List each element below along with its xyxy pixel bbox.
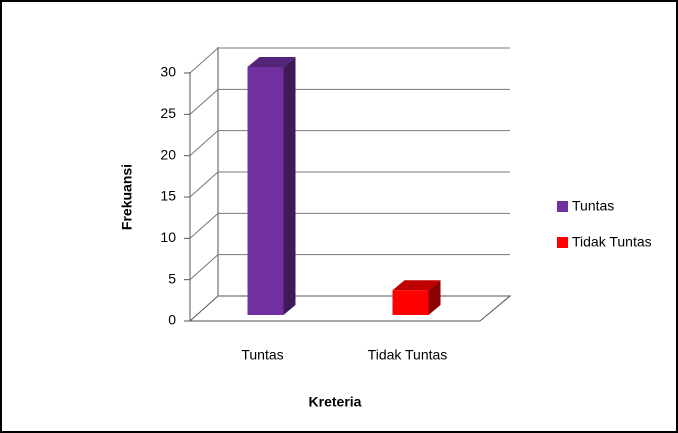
bar-face [283,57,296,315]
grid-line [189,171,510,198]
grid-line [189,47,510,74]
x-axis-title: Kreteria [309,394,362,410]
bar-face [392,290,429,315]
legend-swatch [557,201,568,212]
x-tick-label: Tidak Tuntas [368,347,448,363]
y-tick-label: 30 [160,64,176,80]
y-tick-label: 0 [168,312,176,328]
legend-label: Tuntas [572,198,614,214]
grid-line [189,88,510,115]
bar-face [247,57,296,67]
grid-line [189,254,510,281]
y-tick-label: 15 [160,188,176,204]
bar-face [247,67,284,315]
y-tick-label: 5 [168,270,176,286]
x-tick-label: Tuntas [241,347,283,363]
floor [188,295,512,322]
y-tick-label: 20 [160,146,176,162]
bar-face [428,280,441,315]
bar [247,57,296,315]
y-tick-label: 10 [160,229,176,245]
legend-label: Tidak Tuntas [572,234,652,250]
grid-line [189,212,510,239]
y-axis-title: Frekuansi [119,164,135,230]
y-tick-label: 25 [160,105,176,121]
legend-swatch [557,237,568,248]
bar-face [392,280,441,291]
bar [392,280,441,315]
grid-line [189,130,510,157]
